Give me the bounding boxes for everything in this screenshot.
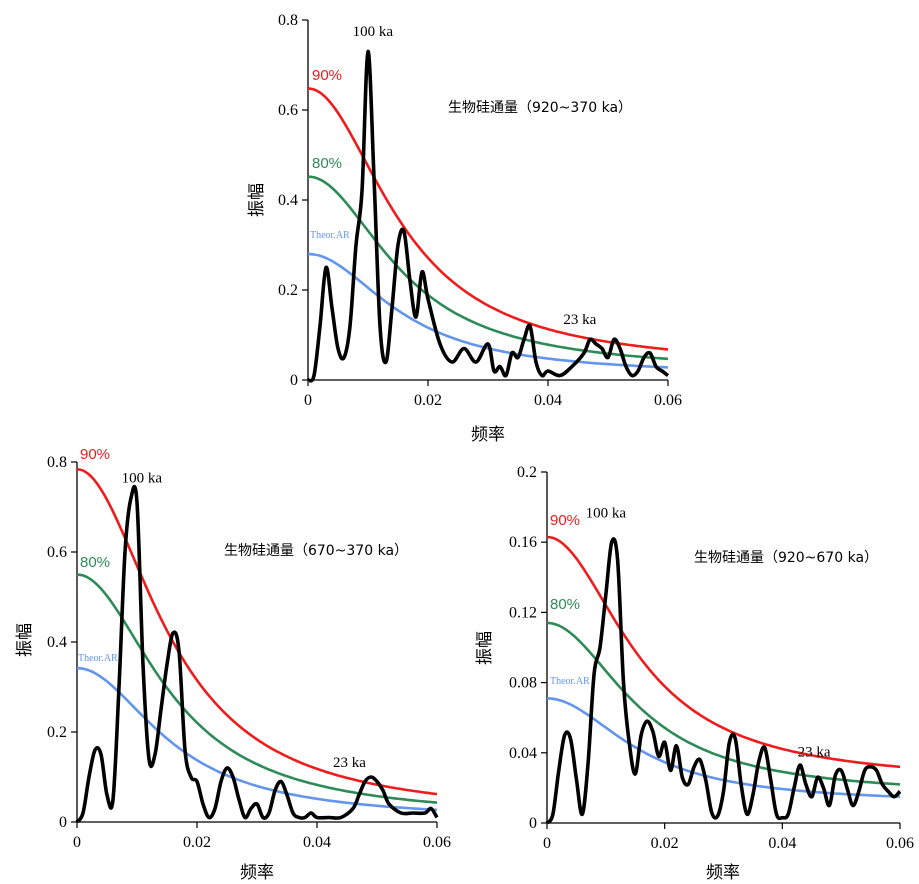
- chart-bottom-right-y-tick-label: 0.08: [509, 675, 537, 692]
- chart-top-x-axis-label: 频率: [471, 425, 505, 445]
- chart-bottom-left-series-label: 80%: [80, 554, 110, 571]
- chart-top-x-tick-label: 0.02: [414, 392, 442, 409]
- chart-bottom-left-y-tick-label: 0: [59, 814, 67, 831]
- chart-top-curve-theorar: [307, 252, 669, 369]
- chart-top-x-tick-label: 0.06: [654, 392, 682, 409]
- chart-bottom-left-spectrum-line: [75, 484, 439, 824]
- chart-bottom-right-y-tick-label: 0.04: [509, 745, 537, 762]
- chart-bottom-left-x-tick-label: 0.04: [303, 834, 331, 851]
- chart-bottom-right-x-axis-label: 频率: [706, 863, 740, 883]
- chart-top-y-tick-label: 0.4: [278, 192, 298, 209]
- chart-top-series-label: Theor.AR: [310, 230, 350, 241]
- chart-bottom-left-y-tick-label: 0.2: [47, 724, 67, 741]
- chart-bottom-right-x-tick-label: 0: [543, 835, 551, 852]
- chart-bottom-right-y-tick-label: 0.2: [517, 464, 537, 481]
- chart-bottom-left-x-tick-label: 0.02: [183, 834, 211, 851]
- chart-bottom-right-spectrum-line: [545, 537, 902, 825]
- chart-top-x-tick-label: 0.04: [534, 392, 562, 409]
- chart-top-annotation: 100 ka: [353, 24, 394, 40]
- chart-bottom-right-series-label: 90%: [550, 512, 580, 529]
- chart-top-curve-90: [307, 87, 669, 351]
- chart-bottom-left-y-tick-label: 0.4: [47, 634, 67, 651]
- chart-bottom-right-y-tick-label: 0.12: [509, 604, 537, 621]
- chart-bottom-right-x-tick-label: 0.02: [651, 835, 679, 852]
- chart-bottom-left-y-tick-label: 0.6: [47, 544, 67, 561]
- chart-bottom-left-x-tick-label: 0: [73, 834, 81, 851]
- chart-top-annotation: 23 ka: [563, 312, 596, 328]
- chart-bottom-right-y-tick-label: 0: [529, 815, 537, 832]
- chart-bottom-left-annotation: 100 ka: [122, 470, 163, 486]
- chart-bottom-left-y-axis-label: 振幅: [15, 623, 35, 657]
- chart-top-y-axis-label: 振幅: [247, 183, 267, 217]
- chart-bottom-right-title: 生物硅通量（920~670 ka）: [694, 550, 878, 566]
- chart-bottom-left-y-tick-label: 0.8: [47, 454, 67, 471]
- chart-top-y-tick-label: 0: [290, 372, 298, 389]
- chart-bottom-left-title: 生物硅通量（670~370 ka）: [224, 543, 408, 559]
- chart-bottom-right-y-axis-label: 振幅: [475, 631, 495, 665]
- chart-bottom-right-y-tick-label: 0.16: [509, 534, 537, 551]
- chart-top-y-tick-label: 0.2: [278, 282, 298, 299]
- chart-top-spectrum-line: [306, 49, 670, 383]
- chart-bottom-right-curve-80: [546, 621, 901, 786]
- chart-bottom-right-series-label: Theor.AR: [550, 676, 590, 687]
- chart-bottom-left-x-tick-label: 0.06: [423, 834, 451, 851]
- chart-top-series-label: 80%: [312, 155, 342, 172]
- chart-bottom-left-curve-90: [76, 467, 438, 796]
- chart-bottom-left-series-label: 90%: [80, 446, 110, 463]
- chart-bottom-right-x-tick-label: 0.06: [886, 835, 914, 852]
- chart-bottom-left-annotation: 23 ka: [333, 755, 366, 771]
- chart-bottom-left-curve-theorar: [76, 666, 438, 812]
- chart-top-y-tick-label: 0.6: [278, 102, 298, 119]
- chart-bottom-right-x-tick-label: 0.04: [768, 835, 796, 852]
- chart-bottom-left-x-axis-label: 频率: [240, 863, 274, 883]
- chart-bottom-right-series-label: 80%: [550, 596, 580, 613]
- chart-bottom-right-annotation: 23 ka: [798, 744, 831, 760]
- chart-bottom-left-curve-80: [76, 573, 438, 804]
- chart-bottom-right-annotation: 100 ka: [586, 506, 627, 522]
- chart-top-x-tick-label: 0: [304, 392, 312, 409]
- chart-top-series-label: 90%: [312, 67, 342, 84]
- chart-bottom-left-series-label: Theor.AR: [78, 653, 118, 664]
- chart-top-title: 生物硅通量（920~370 ka）: [448, 100, 632, 116]
- chart-top-y-tick-label: 0.8: [278, 12, 298, 29]
